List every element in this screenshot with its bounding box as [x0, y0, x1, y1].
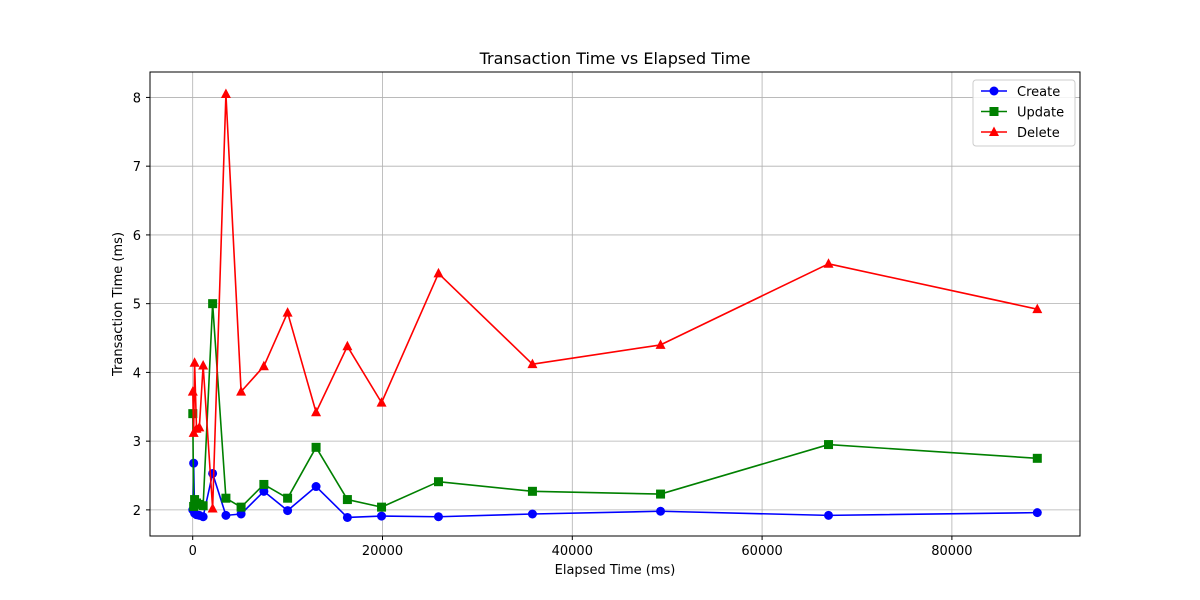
delete-point	[655, 339, 666, 349]
chart-title: Transaction Time vs Elapsed Time	[479, 49, 751, 68]
update-point	[656, 489, 666, 499]
legend-delete-label: Delete	[1017, 126, 1060, 141]
create-point	[259, 486, 269, 496]
update-point	[208, 299, 218, 309]
create-point	[283, 506, 293, 516]
create-point	[824, 510, 834, 520]
x-tick-label: 80000	[931, 544, 972, 559]
delete-point	[527, 358, 538, 369]
delete-point	[189, 357, 200, 367]
update-point	[221, 493, 231, 503]
create-point	[433, 512, 443, 522]
create-point	[198, 512, 208, 522]
x-axis-label: Elapsed Time (ms)	[555, 563, 676, 578]
create-series	[188, 458, 1042, 522]
create-point	[221, 510, 231, 520]
delete-point	[282, 307, 293, 317]
delete-point	[220, 88, 231, 98]
y-tick-label: 7	[133, 160, 141, 175]
delete-point	[342, 340, 353, 351]
update-point	[824, 440, 834, 450]
x-tick-label: 0	[189, 544, 197, 559]
legend: Create Update Delete	[972, 79, 1076, 147]
update-point	[433, 477, 443, 487]
y-tick-label: 4	[133, 366, 141, 381]
create-point	[527, 509, 537, 519]
delete-point	[187, 386, 198, 396]
update-point	[198, 501, 208, 511]
delete-point	[311, 406, 322, 417]
legend-update-marker	[989, 107, 999, 116]
update-point	[311, 442, 321, 452]
legend-create-label: Create	[1017, 85, 1060, 100]
update-point	[283, 493, 293, 503]
create-point	[311, 482, 321, 492]
y-axis-label: Transaction Time (ms)	[111, 232, 126, 377]
legend-update-label: Update	[1017, 106, 1064, 121]
create-point	[1032, 508, 1042, 518]
x-tick-label: 20000	[362, 544, 403, 559]
update-point	[377, 502, 387, 512]
update-point	[259, 479, 269, 489]
delete-point	[433, 267, 444, 278]
delete-point	[207, 503, 218, 513]
legend-create-marker	[989, 86, 999, 96]
update-point	[236, 502, 246, 512]
legend-box	[972, 79, 1076, 147]
series-layer	[187, 88, 1043, 522]
update-point	[527, 486, 537, 496]
y-tick-label: 8	[133, 91, 141, 106]
delete-point	[1032, 303, 1043, 314]
y-tick-label: 3	[133, 435, 141, 450]
x-tick-label: 60000	[741, 544, 782, 559]
create-point	[342, 512, 352, 522]
delete-point	[823, 258, 834, 268]
y-tick-label: 6	[133, 229, 141, 244]
x-tick-label: 40000	[552, 544, 593, 559]
create-point	[236, 509, 246, 519]
delete-point	[258, 360, 269, 371]
delete-point	[198, 360, 209, 370]
ticks: 0 20000 40000 60000 80000 2 3 4 5 6 7 8	[133, 91, 973, 559]
update-series	[188, 299, 1042, 512]
y-tick-label: 2	[133, 504, 141, 519]
legend-delete-marker	[989, 126, 999, 136]
y-tick-label: 5	[133, 298, 141, 313]
delete-series	[187, 88, 1043, 513]
create-point	[377, 511, 387, 521]
update-point	[1032, 453, 1042, 463]
delete-point	[376, 397, 387, 407]
delete-point	[194, 421, 205, 432]
create-point	[656, 506, 666, 516]
delete-point	[236, 386, 247, 396]
update-point	[342, 495, 352, 505]
